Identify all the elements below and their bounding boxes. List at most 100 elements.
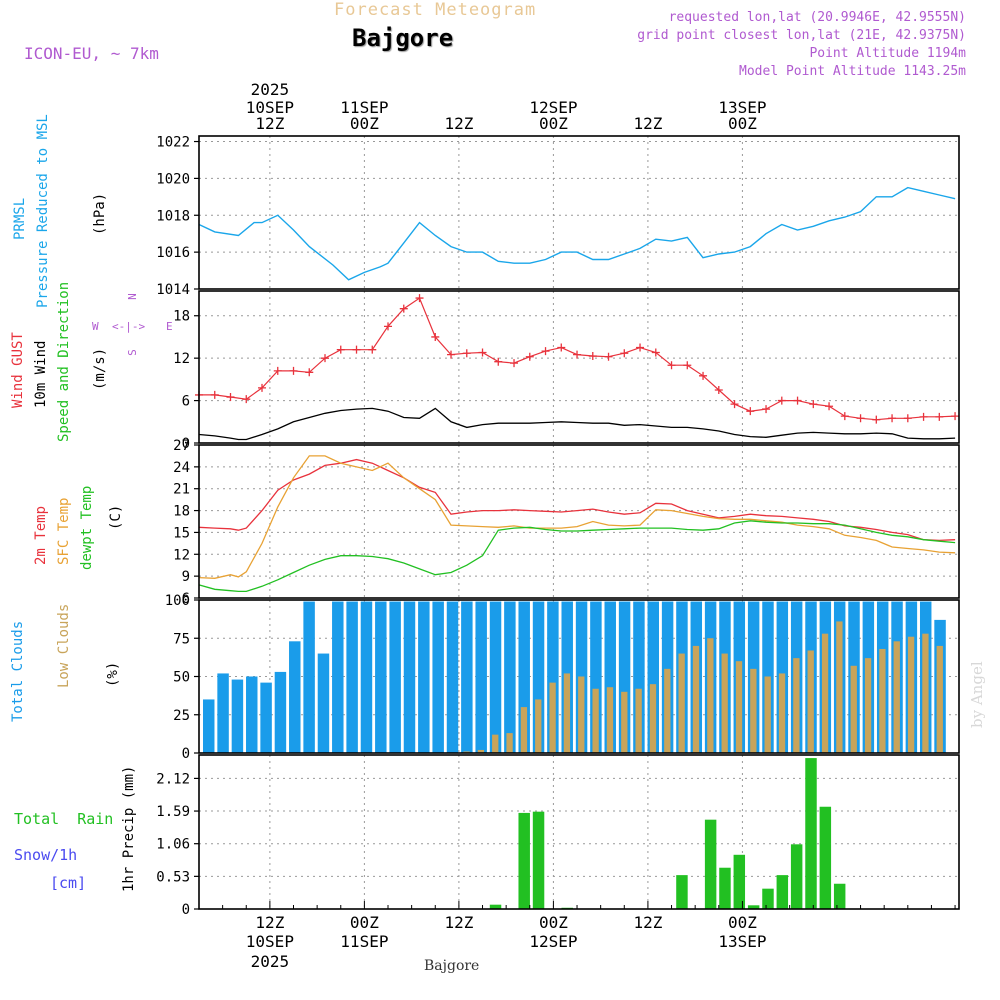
gust-point	[399, 304, 408, 313]
low-cloud-bar	[621, 691, 628, 753]
time-label-bottom: 10SEP	[246, 932, 294, 951]
panel-frame-clouds	[198, 599, 960, 754]
location-title: Bajgore	[352, 24, 454, 52]
gust-point	[525, 352, 534, 361]
gust-point	[462, 349, 471, 358]
panel-frame-precip	[198, 754, 960, 910]
panel-frame-temp	[198, 444, 960, 599]
y-tick-label: 18	[173, 504, 190, 520]
time-label-bottom: 12Z	[255, 913, 284, 932]
low-cloud-bar	[893, 641, 900, 753]
wind-speed-line	[198, 407, 956, 441]
low-cloud-bar	[606, 687, 614, 753]
low-cloud-bar	[707, 638, 714, 753]
time-label-top: 12SEP	[529, 98, 577, 117]
low-cloud-bar	[750, 668, 757, 753]
precip-bar	[719, 867, 731, 909]
temp-sfc-line	[198, 455, 956, 579]
time-label-top: 10SEP	[246, 98, 294, 117]
low-cloud-bar	[520, 707, 528, 753]
y-tick-label: 0	[182, 902, 190, 918]
temp-2m-line	[198, 458, 956, 542]
total-cloud-bar	[618, 601, 631, 753]
pressure-line	[198, 186, 956, 281]
low-cloud-bar	[535, 699, 542, 753]
low-cloud-bar	[836, 621, 843, 753]
gust-point	[494, 357, 503, 366]
total-cloud-bar	[604, 601, 616, 753]
info-gridpoint: grid point closest lon,lat (21E, 42.9375…	[637, 28, 966, 43]
total-cloud-bar	[360, 601, 373, 753]
low-cloud-bar	[764, 676, 771, 753]
gust-point	[699, 371, 708, 380]
gust-point	[636, 343, 645, 352]
gust-point	[683, 361, 692, 370]
time-label-bottom: 2025	[251, 952, 290, 971]
total-cloud-bar	[418, 601, 430, 753]
gust-point	[384, 322, 393, 331]
precip-bar	[819, 806, 832, 909]
banner-title: Forecast Meteogram	[334, 0, 537, 20]
low-cloud-bar	[735, 661, 743, 753]
total-cloud-bar	[504, 601, 516, 753]
y-tick-label: 0	[182, 436, 190, 452]
gust-point	[777, 396, 786, 405]
time-label-bottom: 11SEP	[340, 932, 388, 951]
time-label-bottom: 12Z	[444, 913, 473, 932]
total-cloud-bar	[403, 601, 416, 753]
gust-point	[210, 390, 219, 399]
low-cloud-bar	[635, 688, 642, 753]
total-cloud-bar	[532, 601, 545, 753]
low-cloud-bar	[864, 658, 872, 753]
precip-bar	[489, 904, 502, 909]
gust-point	[856, 414, 865, 423]
total-cloud-bar	[633, 601, 645, 753]
gust-point	[447, 350, 456, 359]
gust-point	[242, 395, 251, 404]
compass-east: E	[166, 320, 173, 333]
gust-point	[840, 412, 849, 421]
low-cloud-bar	[549, 682, 556, 753]
y-tick-label: 6	[182, 591, 190, 607]
low-cloud-bar	[807, 650, 814, 753]
gust-point	[651, 348, 660, 357]
footer-location: Bajgore	[424, 958, 480, 974]
low-cloud-bar	[936, 645, 943, 753]
y-tick-label: 1016	[156, 245, 190, 261]
low-cloud-bar	[692, 645, 700, 753]
time-label-top: 2025	[251, 80, 290, 99]
total-cloud-bar	[389, 601, 401, 753]
precip-bar	[532, 811, 545, 909]
gust-point	[258, 383, 267, 392]
gust-point	[903, 414, 912, 423]
gust-point	[557, 343, 566, 352]
time-label-top: 11SEP	[340, 98, 388, 117]
model-label: ICON-EU, ~ 7km	[24, 44, 159, 63]
y-tick-label: 0	[182, 746, 190, 762]
y-tick-label: 21	[173, 482, 190, 498]
time-label-bottom: 00Z	[728, 913, 757, 932]
low-cloud-bar	[592, 688, 599, 753]
low-cloud-bar	[477, 749, 485, 753]
time-label-bottom: 12SEP	[529, 932, 577, 951]
total-cloud-bar	[432, 601, 444, 753]
total-cloud-bar	[231, 679, 244, 753]
time-label-bottom: 00Z	[350, 913, 379, 932]
compass-arrow: <-|->	[112, 320, 146, 333]
time-label-bottom: 00Z	[539, 913, 568, 932]
panel-frame-pressure	[198, 135, 960, 290]
time-label-top: 13SEP	[718, 98, 766, 117]
low-cloud-bar	[778, 673, 786, 753]
gust-point	[888, 414, 897, 423]
total-cloud-bar	[203, 699, 215, 753]
low-cloud-bar	[506, 733, 513, 753]
y-tick-label: 18	[173, 309, 190, 325]
gust-point	[730, 400, 739, 409]
total-cloud-bar	[461, 601, 473, 753]
total-cloud-bar	[446, 601, 459, 753]
precip-bar	[762, 888, 774, 909]
wind-compass: N W <-|-> E S	[88, 290, 180, 362]
y-tick-label: 15	[173, 525, 190, 541]
gust-point	[305, 368, 314, 377]
